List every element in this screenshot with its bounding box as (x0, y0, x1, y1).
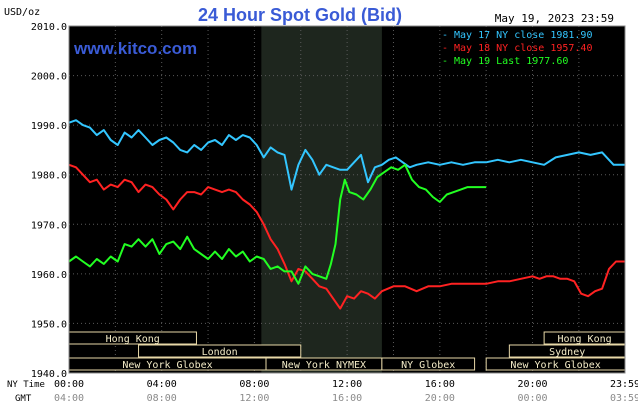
legend-entry: May 18 NY close 1957.40 (454, 43, 592, 54)
x-tick-label-gmt: 12:00 (239, 393, 269, 404)
session-label: Sydney (549, 347, 585, 358)
x-tick-label-gmt: 08:00 (147, 393, 177, 404)
x-tick-label-gmt: 20:00 (425, 393, 455, 404)
legend-entry: May 19 Last 1977.60 (454, 56, 568, 67)
x-tick-label-ny: 16:00 (425, 379, 455, 390)
x-tick-label-ny: 12:00 (332, 379, 362, 390)
legend-entry: May 17 NY close 1981.90 (454, 30, 592, 41)
y-tick-label: 1940.0 (31, 369, 67, 380)
x-tick-label-gmt: 00:00 (517, 393, 547, 404)
x-axis-label-gmt: GMT (15, 394, 32, 404)
session-label: New York NYMEX (282, 360, 366, 371)
x-tick-label-gmt: 04:00 (54, 393, 84, 404)
series-line-2 (68, 163, 625, 310)
session-label: Hong Kong (106, 334, 160, 345)
session-label: NY Globex (401, 360, 455, 371)
x-tick-label-gmt: 16:00 (332, 393, 362, 404)
chart-date: May 19, 2023 23:59 (495, 12, 614, 25)
y-tick-label: 1990.0 (31, 121, 67, 132)
series-line-1 (68, 119, 625, 191)
x-tick-label-ny: 04:00 (147, 379, 177, 390)
y-tick-label: 1980.0 (31, 171, 67, 182)
x-tick-label-ny: 00:00 (54, 379, 84, 390)
y-axis-unit: USD/oz (4, 7, 40, 18)
legend-marker: - (442, 43, 448, 54)
x-tick-label-ny: 20:00 (517, 379, 547, 390)
legend: - May 17 NY close 1981.90- May 18 NY close… (442, 30, 592, 67)
session-bar (381, 357, 476, 371)
x-tick-label-gmt: 03:59 (610, 393, 638, 404)
legend-marker: - (442, 56, 448, 67)
y-tick-label: 1950.0 (31, 319, 67, 330)
source-watermark: www.kitco.com (73, 39, 197, 58)
chart-title: 24 Hour Spot Gold (Bid) (198, 5, 402, 25)
y-tick-label: 1960.0 (31, 270, 67, 281)
session-label: New York Globex (122, 360, 212, 371)
y-tick-label: 1970.0 (31, 220, 67, 231)
legend-marker: - (442, 30, 448, 41)
x-tick-label-ny: 08:00 (239, 379, 269, 390)
x-tick-label-ny: 23:59 (610, 379, 638, 390)
series-line-3 (68, 163, 487, 285)
plot-frame (68, 25, 626, 374)
x-axis-label-ny: NY Time (7, 380, 45, 390)
session-label: Hong Kong (557, 334, 611, 345)
session-bar (138, 344, 302, 358)
session-label: New York Globex (510, 360, 600, 371)
y-tick-label: 2010.0 (31, 22, 67, 33)
y-tick-label: 2000.0 (31, 72, 67, 83)
session-label: London (202, 347, 238, 358)
